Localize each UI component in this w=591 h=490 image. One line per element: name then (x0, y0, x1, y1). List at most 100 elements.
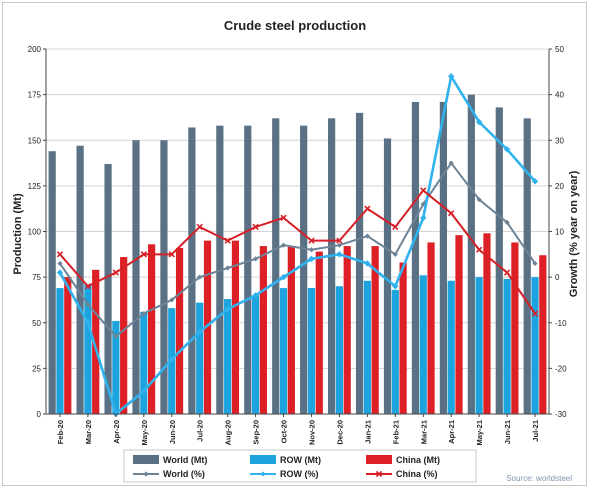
x-tick-label: Nov-20 (307, 420, 316, 445)
point-0-10 (336, 242, 343, 248)
crude-steel-chart: Crude steel production 02550751001251501… (12, 18, 580, 483)
point-2-3 (140, 251, 147, 258)
point-0-4 (169, 297, 175, 303)
bar-0-10 (328, 118, 336, 414)
bar-1-8 (279, 288, 288, 414)
bar-0-3 (132, 140, 140, 414)
y2-tick-label: 20 (555, 182, 564, 191)
x-tick-label: May-20 (140, 420, 149, 445)
bar-0-8 (272, 118, 280, 414)
y-tick-label: 100 (28, 228, 42, 237)
point-0-1 (85, 301, 91, 308)
point-1-3 (140, 387, 148, 395)
chart-title: Crude steel production (224, 18, 366, 33)
bar-1-0 (56, 288, 64, 414)
legend-label-bar-2: China (Mt) (396, 455, 440, 465)
bar-1-3 (140, 311, 148, 414)
bar-2-2 (120, 257, 128, 414)
x-tick-label: Jul-20 (196, 420, 205, 442)
point-1-0 (56, 269, 64, 276)
point-1-13 (420, 214, 427, 222)
line-2 (59, 189, 536, 315)
bar-2-12 (399, 262, 407, 414)
bar-1-5 (196, 302, 204, 414)
point-0-3 (141, 311, 147, 317)
x-tick-label: Oct-20 (280, 420, 289, 443)
gridlines (46, 48, 549, 415)
bar-2-17 (539, 255, 547, 414)
bar-2-16 (511, 242, 519, 414)
point-1-15 (475, 118, 483, 126)
point-1-7 (252, 292, 259, 299)
bar-0-1 (76, 145, 84, 414)
x-tick-label: Mar-20 (84, 420, 93, 444)
bar-0-13 (411, 101, 420, 415)
point-2-1 (84, 283, 92, 290)
point-2-5 (196, 223, 203, 231)
point-1-8 (280, 273, 287, 281)
point-2-15 (475, 246, 483, 253)
point-0-17 (532, 260, 538, 267)
x-tick-label: Jan-21 (363, 420, 372, 444)
x-tick-label: Aug-20 (224, 420, 233, 445)
bar-1-7 (251, 295, 260, 414)
x-tick-label: Feb-20 (56, 420, 65, 444)
legend-label-line-2: China (%) (396, 469, 438, 479)
legend-marker-0 (143, 471, 149, 477)
bar-1-2 (112, 320, 120, 414)
bar-0-4 (160, 140, 168, 414)
bar-1-15 (475, 277, 483, 414)
bar-0-12 (383, 138, 392, 415)
bar-0-5 (188, 127, 196, 414)
left-axis-ticks: 0 25 50 75 100 125 150 175 200 (28, 45, 46, 419)
bar-0-14 (439, 101, 447, 415)
x-tick-label: Feb-21 (391, 420, 400, 444)
bar-0-11 (355, 112, 364, 414)
legend-swatch-bar-1 (250, 455, 276, 464)
bar-2-9 (315, 251, 323, 414)
point-1-12 (392, 283, 399, 290)
point-2-14 (448, 210, 455, 217)
point-1-16 (503, 146, 511, 153)
bar-1-16 (503, 278, 511, 414)
bar-1-13 (419, 275, 427, 414)
y-axis-title: Production (Mt) (12, 193, 24, 275)
point-0-9 (308, 247, 315, 253)
line-0 (59, 161, 536, 338)
point-2-16 (503, 269, 511, 276)
point-1-6 (224, 305, 231, 313)
point-1-11 (364, 260, 371, 267)
growth-lines (56, 72, 539, 418)
y-tick-label: 50 (32, 319, 41, 328)
bar-1-12 (391, 289, 399, 414)
point-0-6 (225, 265, 231, 271)
point-1-17 (531, 178, 539, 185)
y2-tick-label: -10 (555, 319, 567, 328)
point-0-0 (57, 260, 63, 267)
x-tick-label: Jul-21 (531, 420, 540, 442)
y-tick-label: 0 (37, 410, 42, 419)
bar-0-7 (244, 125, 252, 415)
point-2-0 (56, 251, 64, 258)
point-2-17 (531, 310, 539, 317)
right-axis-ticks: -30 -20 -10 0 10 20 30 40 50 (549, 45, 567, 419)
legend-swatch-bar-0 (133, 455, 159, 464)
y-tick-label: 175 (28, 91, 42, 100)
bar-1-11 (363, 280, 371, 414)
point-0-11 (364, 233, 370, 239)
legend-label-bar-0: World (Mt) (163, 455, 207, 465)
bar-2-3 (148, 244, 156, 414)
bar-2-4 (175, 247, 184, 414)
bar-2-6 (231, 240, 240, 414)
point-0-12 (392, 251, 398, 257)
point-0-14 (448, 160, 454, 166)
legend-marker-1 (260, 471, 266, 477)
point-1-5 (196, 328, 203, 336)
bar-0-2 (104, 163, 112, 414)
y2-tick-label: 40 (555, 91, 564, 100)
bar-1-9 (307, 288, 316, 414)
bar-2-8 (287, 246, 295, 414)
bars (48, 94, 547, 415)
point-2-12 (392, 223, 399, 231)
point-0-5 (197, 274, 203, 280)
